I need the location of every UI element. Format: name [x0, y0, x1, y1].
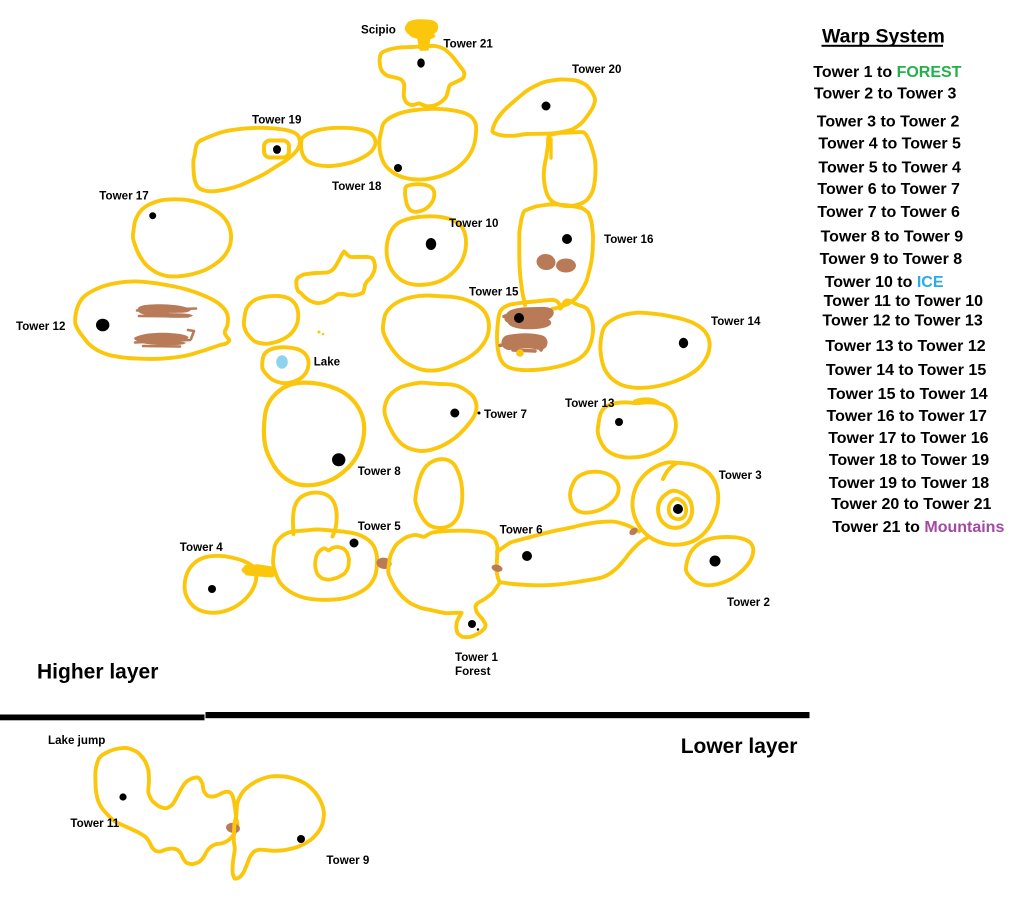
svg-text:Tower 17 to Tower 16: Tower 17 to Tower 16	[828, 430, 988, 447]
svg-text:Warp System: Warp System	[822, 25, 945, 47]
svg-text:Tower 11 to Tower 10: Tower 11 to Tower 10	[824, 293, 984, 310]
svg-text:Tower 14: Tower 14	[711, 315, 761, 328]
svg-text:Tower 7 to Tower 6: Tower 7 to Tower 6	[817, 204, 960, 221]
svg-text:Tower 19: Tower 19	[252, 113, 302, 126]
svg-text:Tower 9 to Tower 8: Tower 9 to Tower 8	[820, 251, 963, 268]
svg-text:Tower 5: Tower 5	[358, 520, 402, 533]
svg-text:Higher layer: Higher layer	[37, 661, 158, 684]
svg-text:Tower 9: Tower 9	[326, 854, 370, 867]
svg-text:Tower 1: Tower 1	[455, 651, 499, 664]
svg-text:Tower 15: Tower 15	[469, 286, 519, 299]
svg-text:Tower 17: Tower 17	[99, 190, 148, 203]
svg-text:Tower 20: Tower 20	[572, 63, 621, 76]
svg-text:Tower 11: Tower 11	[70, 817, 119, 830]
svg-text:Tower 18: Tower 18	[332, 180, 382, 193]
svg-text:Tower 5 to Tower 4: Tower 5 to Tower 4	[818, 159, 961, 176]
svg-text:Tower 8: Tower 8	[358, 465, 402, 478]
svg-text:Tower 7: Tower 7	[484, 408, 527, 421]
svg-text:Tower 4: Tower 4	[180, 541, 224, 554]
svg-text:Tower 13 to Tower 12: Tower 13 to Tower 12	[825, 338, 985, 355]
svg-text:Tower 12: Tower 12	[16, 320, 65, 333]
svg-text:Tower 13: Tower 13	[565, 397, 615, 410]
svg-text:Lower layer: Lower layer	[681, 735, 798, 758]
svg-text:Tower 19 to Tower 18: Tower 19 to Tower 18	[829, 475, 989, 492]
svg-text:Tower 12 to Tower 13: Tower 12 to Tower 13	[822, 312, 982, 329]
svg-text:Tower 4 to Tower 5: Tower 4 to Tower 5	[818, 136, 961, 153]
svg-text:Tower 6: Tower 6	[500, 524, 544, 537]
svg-text:Tower 2 to Tower 3: Tower 2 to Tower 3	[814, 85, 957, 102]
svg-text:Tower 16: Tower 16	[604, 233, 654, 246]
svg-text:Tower 3: Tower 3	[719, 469, 763, 482]
svg-text:Lake jump: Lake jump	[48, 734, 105, 747]
svg-text:Tower 14 to Tower 15: Tower 14 to Tower 15	[826, 362, 986, 379]
svg-text:Tower 21: Tower 21	[443, 38, 493, 51]
svg-text:Tower 1 to FOREST: Tower 1 to FOREST	[813, 64, 961, 81]
svg-text:Tower 8 to Tower 9: Tower 8 to Tower 9	[821, 228, 964, 245]
svg-text:Tower 18 to Tower 19: Tower 18 to Tower 19	[829, 452, 989, 469]
svg-text:Tower 3 to Tower 2: Tower 3 to Tower 2	[817, 113, 960, 130]
svg-text:Scipio: Scipio	[361, 24, 396, 37]
svg-text:Tower 16 to Tower 17: Tower 16 to Tower 17	[827, 408, 987, 425]
svg-text:Tower 21 to Mountains: Tower 21 to Mountains	[832, 519, 1004, 536]
svg-text:Tower 10: Tower 10	[449, 217, 498, 230]
svg-text:Lake: Lake	[314, 356, 341, 369]
svg-text:Tower 6 to Tower 7: Tower 6 to Tower 7	[817, 181, 960, 198]
svg-text:Tower 15 to Tower 14: Tower 15 to Tower 14	[827, 386, 987, 403]
svg-text:Tower 10 to ICE: Tower 10 to ICE	[825, 274, 944, 291]
svg-text:Tower 2: Tower 2	[727, 596, 770, 609]
svg-text:Forest: Forest	[455, 665, 491, 678]
svg-text:Tower 20 to Tower 21: Tower 20 to Tower 21	[831, 496, 991, 513]
